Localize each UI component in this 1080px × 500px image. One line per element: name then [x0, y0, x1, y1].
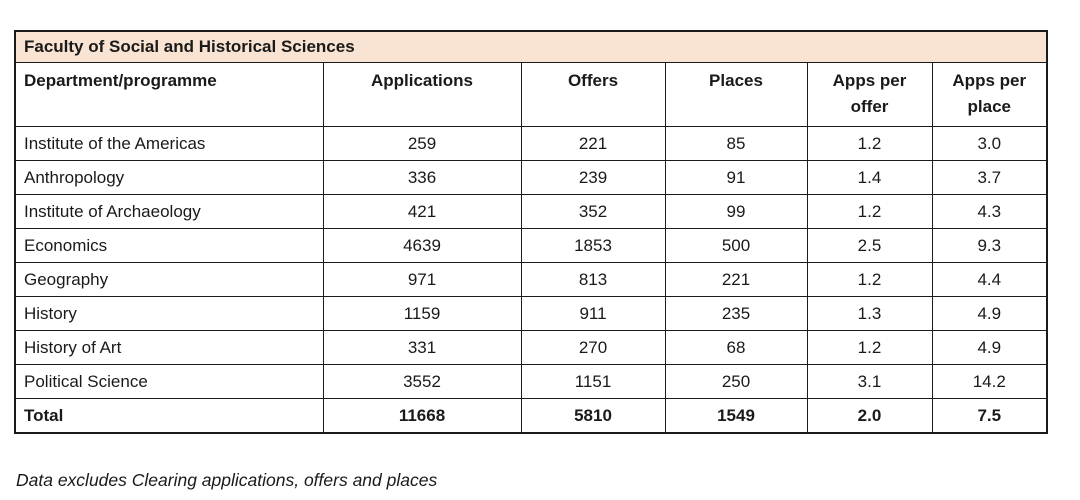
cell-department: Institute of the Americas — [14, 126, 324, 161]
cell-apps-per-place: 3.7 — [931, 160, 1048, 195]
cell-apps-per-offer: 1.2 — [806, 262, 933, 297]
table-row: Economics 4639 1853 500 2.5 9.3 — [14, 228, 1048, 263]
faculty-table: Faculty of Social and Historical Science… — [14, 30, 1049, 434]
column-header-offers: Offers — [520, 62, 666, 127]
column-header-apps-per-place: Apps per place — [931, 62, 1048, 127]
total-apps-per-place: 7.5 — [931, 398, 1048, 434]
table-row: History 1159 911 235 1.3 4.9 — [14, 296, 1048, 331]
cell-offers: 911 — [520, 296, 666, 331]
cell-apps-per-place: 3.0 — [931, 126, 1048, 161]
cell-places: 500 — [664, 228, 808, 263]
cell-offers: 813 — [520, 262, 666, 297]
cell-apps-per-offer: 1.4 — [806, 160, 933, 195]
cell-apps-per-place: 9.3 — [931, 228, 1048, 263]
column-header-applications: Applications — [322, 62, 522, 127]
cell-places: 221 — [664, 262, 808, 297]
cell-applications: 331 — [322, 330, 522, 365]
table-row: History of Art 331 270 68 1.2 4.9 — [14, 330, 1048, 365]
faculty-title: Faculty of Social and Historical Science… — [14, 30, 1048, 63]
cell-applications: 421 — [322, 194, 522, 229]
table-row: Institute of the Americas 259 221 85 1.2… — [14, 126, 1048, 161]
cell-offers: 239 — [520, 160, 666, 195]
cell-offers: 221 — [520, 126, 666, 161]
cell-applications: 3552 — [322, 364, 522, 399]
total-row: Total 11668 5810 1549 2.0 7.5 — [14, 398, 1048, 434]
cell-applications: 4639 — [322, 228, 522, 263]
faculty-title-row: Faculty of Social and Historical Science… — [14, 30, 1048, 63]
cell-applications: 259 — [322, 126, 522, 161]
cell-apps-per-offer: 1.2 — [806, 126, 933, 161]
cell-department: Geography — [14, 262, 324, 297]
cell-places: 85 — [664, 126, 808, 161]
cell-offers: 1151 — [520, 364, 666, 399]
total-label: Total — [14, 398, 324, 434]
cell-applications: 336 — [322, 160, 522, 195]
cell-apps-per-offer: 1.2 — [806, 194, 933, 229]
cell-applications: 1159 — [322, 296, 522, 331]
cell-apps-per-place: 14.2 — [931, 364, 1048, 399]
cell-places: 235 — [664, 296, 808, 331]
total-apps-per-offer: 2.0 — [806, 398, 933, 434]
cell-offers: 352 — [520, 194, 666, 229]
cell-apps-per-place: 4.9 — [931, 330, 1048, 365]
total-offers: 5810 — [520, 398, 666, 434]
cell-apps-per-place: 4.4 — [931, 262, 1048, 297]
cell-department: Political Science — [14, 364, 324, 399]
table-row: Political Science 3552 1151 250 3.1 14.2 — [14, 364, 1048, 399]
cell-department: History of Art — [14, 330, 324, 365]
footnote: Data excludes Clearing applications, off… — [16, 470, 438, 490]
table-row: Institute of Archaeology 421 352 99 1.2 … — [14, 194, 1048, 229]
cell-apps-per-offer: 2.5 — [806, 228, 933, 263]
table-row: Anthropology 336 239 91 1.4 3.7 — [14, 160, 1048, 195]
cell-applications: 971 — [322, 262, 522, 297]
cell-places: 99 — [664, 194, 808, 229]
total-applications: 11668 — [322, 398, 522, 434]
column-header-places: Places — [664, 62, 808, 127]
cell-places: 68 — [664, 330, 808, 365]
cell-places: 250 — [664, 364, 808, 399]
cell-apps-per-place: 4.3 — [931, 194, 1048, 229]
cell-offers: 1853 — [520, 228, 666, 263]
cell-apps-per-place: 4.9 — [931, 296, 1048, 331]
cell-department: Anthropology — [14, 160, 324, 195]
column-header-department: Department/programme — [14, 62, 324, 127]
cell-apps-per-offer: 3.1 — [806, 364, 933, 399]
cell-department: Economics — [14, 228, 324, 263]
cell-apps-per-offer: 1.3 — [806, 296, 933, 331]
column-header-apps-per-offer: Apps per offer — [806, 62, 933, 127]
cell-places: 91 — [664, 160, 808, 195]
cell-department: Institute of Archaeology — [14, 194, 324, 229]
table-row: Geography 971 813 221 1.2 4.4 — [14, 262, 1048, 297]
cell-apps-per-offer: 1.2 — [806, 330, 933, 365]
total-places: 1549 — [664, 398, 808, 434]
cell-offers: 270 — [520, 330, 666, 365]
cell-department: History — [14, 296, 324, 331]
column-header-row: Department/programme Applications Offers… — [14, 62, 1048, 127]
